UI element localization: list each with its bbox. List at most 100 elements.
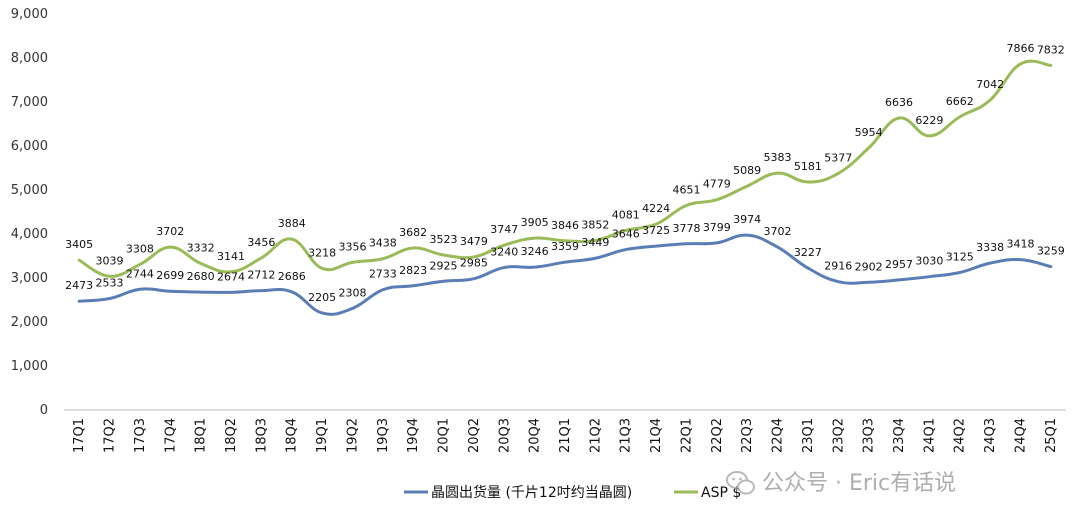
y-tick-label: 1,000 xyxy=(11,359,48,374)
data-label-asp: 5954 xyxy=(855,126,883,139)
x-tick-label: 18Q3 xyxy=(254,418,269,453)
data-label-wafer-shipment: 3125 xyxy=(946,251,974,264)
wechat-icon xyxy=(726,471,755,495)
y-tick-label: 0 xyxy=(40,403,48,418)
data-label-asp: 5377 xyxy=(824,151,852,164)
data-label-wafer-shipment: 2916 xyxy=(824,260,852,273)
y-tick-label: 2,000 xyxy=(11,315,48,330)
data-label-wafer-shipment: 2699 xyxy=(156,269,184,282)
x-tick-label: 24Q3 xyxy=(983,418,998,453)
data-label-asp: 4224 xyxy=(642,202,670,215)
x-tick-label: 17Q1 xyxy=(72,418,87,453)
data-label-asp: 3846 xyxy=(551,219,579,232)
x-tick-label: 23Q1 xyxy=(801,418,816,453)
data-label-asp: 5181 xyxy=(794,160,822,173)
data-label-asp: 7832 xyxy=(1037,43,1065,56)
x-tick-label: 24Q2 xyxy=(953,418,968,453)
data-label-asp: 3702 xyxy=(156,225,184,238)
data-label-wafer-shipment: 3799 xyxy=(703,221,731,234)
data-label-wafer-shipment: 3338 xyxy=(976,241,1004,254)
x-tick-label: 21Q1 xyxy=(558,418,573,453)
data-label-asp: 3747 xyxy=(490,223,518,236)
data-label-wafer-shipment: 3449 xyxy=(581,236,609,249)
data-label-wafer-shipment: 2957 xyxy=(885,258,913,271)
x-tick-label: 18Q4 xyxy=(285,418,300,453)
data-label-wafer-shipment: 3646 xyxy=(612,228,640,241)
data-label-asp: 3523 xyxy=(430,233,458,246)
data-label-asp: 3218 xyxy=(308,246,336,259)
data-label-wafer-shipment: 2733 xyxy=(369,268,397,281)
x-tick-label: 20Q3 xyxy=(497,418,512,453)
x-tick-label: 21Q4 xyxy=(649,418,664,453)
data-label-wafer-shipment: 3359 xyxy=(551,240,579,253)
data-label-wafer-shipment: 2686 xyxy=(278,270,306,283)
x-tick-label: 20Q2 xyxy=(467,418,482,453)
data-label-asp: 7866 xyxy=(1006,42,1034,55)
data-label-asp: 6229 xyxy=(915,114,943,127)
x-tick-label: 23Q3 xyxy=(862,418,877,453)
series-line-wafer-shipment xyxy=(77,233,1053,316)
x-tick-label: 18Q1 xyxy=(194,418,209,453)
series-line-asp xyxy=(77,59,1053,278)
watermark: 公众号 · Eric有话说 xyxy=(726,471,956,496)
data-label-asp: 3141 xyxy=(217,250,245,263)
x-tick-label: 25Q1 xyxy=(1044,418,1059,453)
series-lines xyxy=(77,59,1053,316)
x-tick-label: 22Q4 xyxy=(771,418,786,453)
data-label-wafer-shipment: 3418 xyxy=(1006,238,1034,251)
y-tick-label: 3,000 xyxy=(11,271,48,286)
y-tick-label: 6,000 xyxy=(11,139,48,154)
data-label-asp: 7042 xyxy=(976,78,1004,91)
data-label-wafer-shipment: 3725 xyxy=(642,224,670,237)
data-label-wafer-shipment: 2744 xyxy=(126,267,154,280)
x-tick-label: 24Q4 xyxy=(1013,418,1028,453)
y-tick-label: 7,000 xyxy=(11,95,48,110)
data-label-asp: 3884 xyxy=(278,217,306,230)
data-label-wafer-shipment: 3974 xyxy=(733,213,761,226)
data-label-wafer-shipment: 2985 xyxy=(460,257,488,270)
legend: 晶圆出货量 (千片12吋约当晶圆) ASP $ xyxy=(404,484,741,501)
x-tick-label: 19Q3 xyxy=(376,418,391,453)
data-label-asp: 3405 xyxy=(65,238,93,251)
data-label-wafer-shipment: 2680 xyxy=(187,270,215,283)
y-tick-label: 4,000 xyxy=(11,227,48,242)
data-label-wafer-shipment: 3246 xyxy=(521,245,549,258)
data-label-asp: 3456 xyxy=(247,236,275,249)
x-axis: 17Q1 17Q2 17Q3 17Q4 18Q1 18Q2 18Q3 18Q4 19Q1 19Q2… xyxy=(72,418,1059,453)
data-label-wafer-shipment: 3240 xyxy=(490,245,518,258)
data-label-wafer-shipment: 3778 xyxy=(672,222,700,235)
x-tick-label: 22Q3 xyxy=(740,418,755,453)
data-label-wafer-shipment: 3702 xyxy=(764,225,792,238)
data-label-asp: 5089 xyxy=(733,164,761,177)
data-label-wafer-shipment: 2712 xyxy=(247,269,275,282)
x-tick-label: 20Q4 xyxy=(528,418,543,453)
x-tick-label: 24Q1 xyxy=(922,418,937,453)
y-tick-label: 8,000 xyxy=(11,51,48,66)
data-label-asp: 3308 xyxy=(126,242,154,255)
data-label-wafer-shipment: 2308 xyxy=(338,286,366,299)
data-label-asp: 3852 xyxy=(581,219,609,232)
data-label-asp: 6662 xyxy=(946,95,974,108)
data-label-wafer-shipment: 2674 xyxy=(217,270,245,283)
data-label-wafer-shipment: 3259 xyxy=(1037,245,1065,258)
data-label-asp: 5383 xyxy=(764,151,792,164)
data-label-wafer-shipment: 2925 xyxy=(430,259,458,272)
data-label-asp: 3039 xyxy=(96,254,124,267)
data-label-wafer-shipment: 2902 xyxy=(855,260,883,273)
data-label-asp: 4651 xyxy=(672,183,700,196)
data-label-asp: 4081 xyxy=(612,208,640,221)
data-label-asp: 3356 xyxy=(338,240,366,253)
data-label-asp: 3332 xyxy=(187,241,215,254)
data-label-asp: 3905 xyxy=(521,216,549,229)
x-tick-label: 19Q4 xyxy=(406,418,421,453)
data-label-wafer-shipment: 3227 xyxy=(794,246,822,259)
y-axis: 0 1,000 2,000 3,000 4,000 5,000 6,000 7,000 8,00… xyxy=(11,7,48,418)
data-label-wafer-shipment: 2205 xyxy=(308,291,336,304)
data-label-wafer-shipment: 2533 xyxy=(96,277,124,290)
x-tick-label: 23Q2 xyxy=(831,418,846,453)
y-tick-label: 9,000 xyxy=(11,7,48,22)
x-tick-label: 17Q4 xyxy=(163,418,178,453)
x-tick-label: 23Q4 xyxy=(892,418,907,453)
